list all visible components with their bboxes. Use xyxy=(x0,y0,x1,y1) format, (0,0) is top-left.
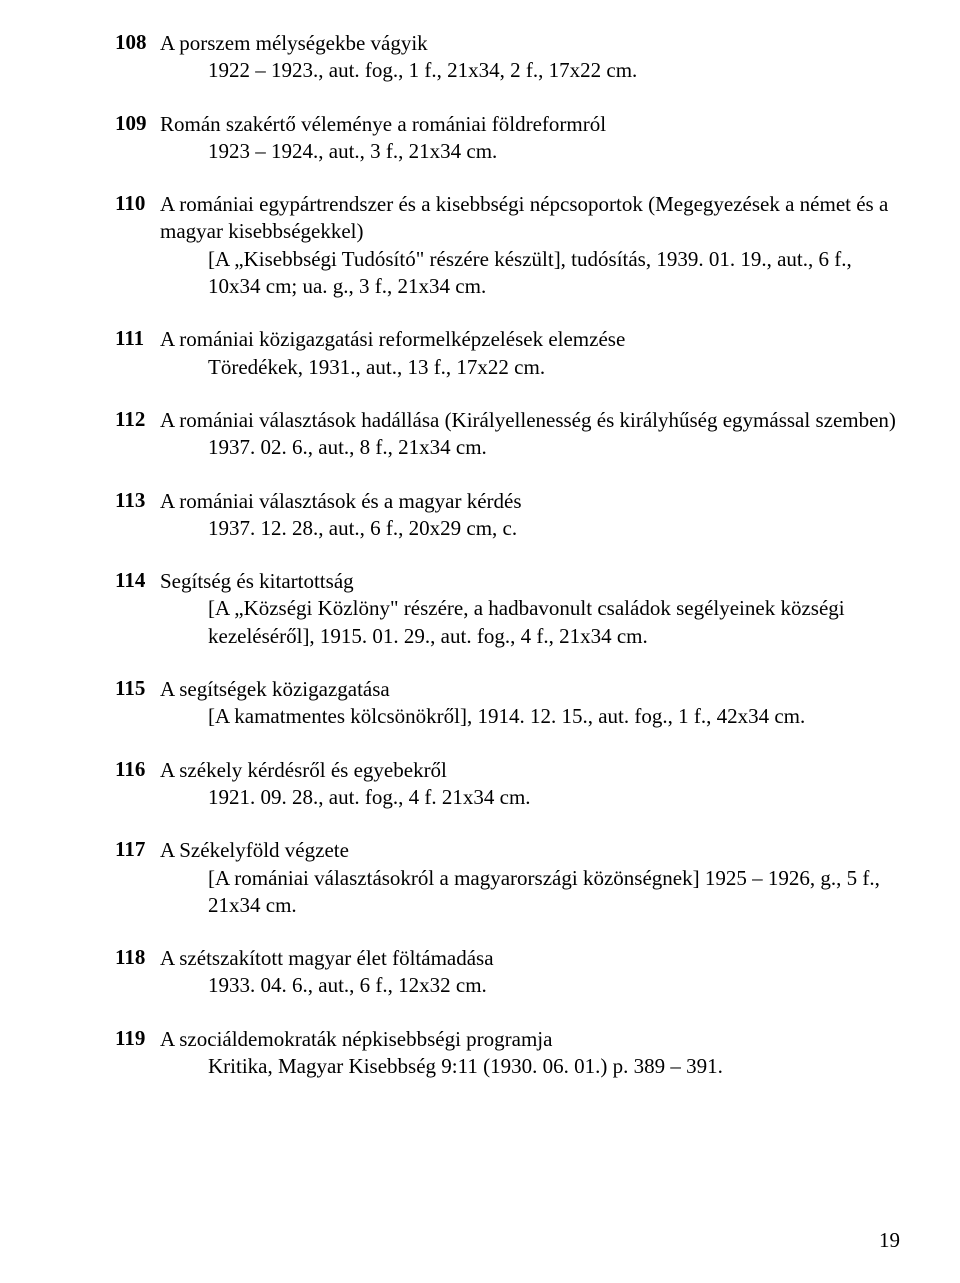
entry-detail: 1933. 04. 6., aut., 6 f., 12x32 cm. xyxy=(208,972,900,999)
entry-body: A romániai választások hadállása (Király… xyxy=(160,407,900,462)
entry-body: A segítségek közigazgatása[A kamatmentes… xyxy=(160,676,900,731)
entry-detail: [A kamatmentes kölcsönökről], 1914. 12. … xyxy=(208,703,900,730)
entry-number: 108 xyxy=(115,30,160,55)
bibliography-entry: 109Román szakértő véleménye a romániai f… xyxy=(115,111,900,166)
entry-detail: [A „Kisebbségi Tudósító" részére készült… xyxy=(208,246,900,301)
entry-number: 119 xyxy=(115,1026,160,1051)
entry-body: A székely kérdésről és egyebekről1921. 0… xyxy=(160,757,900,812)
entry-title: A romániai közigazgatási reformelképzelé… xyxy=(160,326,900,353)
entry-number: 118 xyxy=(115,945,160,970)
entry-number: 111 xyxy=(115,326,160,351)
entry-detail: 1923 – 1924., aut., 3 f., 21x34 cm. xyxy=(208,138,900,165)
bibliography-entry: 117A Székelyföld végzete[A romániai vála… xyxy=(115,837,900,919)
page-number: 19 xyxy=(879,1228,900,1253)
entry-body: A romániai közigazgatási reformelképzelé… xyxy=(160,326,900,381)
entry-body: A Székelyföld végzete[A romániai választ… xyxy=(160,837,900,919)
entry-detail: 1922 – 1923., aut. fog., 1 f., 21x34, 2 … xyxy=(208,57,900,84)
entry-detail: 1937. 02. 6., aut., 8 f., 21x34 cm. xyxy=(208,434,900,461)
bibliography-entry: 115A segítségek közigazgatása[A kamatmen… xyxy=(115,676,900,731)
entry-number: 114 xyxy=(115,568,160,593)
entry-number: 109 xyxy=(115,111,160,136)
entry-number: 110 xyxy=(115,191,160,216)
bibliography-entry: 116A székely kérdésről és egyebekről1921… xyxy=(115,757,900,812)
entry-body: A romániai egypártrendszer és a kisebbsé… xyxy=(160,191,900,300)
entry-title: A romániai egypártrendszer és a kisebbsé… xyxy=(160,191,900,246)
entry-number: 116 xyxy=(115,757,160,782)
entry-number: 112 xyxy=(115,407,160,432)
bibliography-entry: 110A romániai egypártrendszer és a kiseb… xyxy=(115,191,900,300)
entry-number: 115 xyxy=(115,676,160,701)
entry-body: A porszem mélységekbe vágyik1922 – 1923.… xyxy=(160,30,900,85)
entry-title: A szociáldemokraták népkisebbségi progra… xyxy=(160,1026,900,1053)
entry-body: A romániai választások és a magyar kérdé… xyxy=(160,488,900,543)
bibliography-entry: 118A szétszakított magyar élet föltámadá… xyxy=(115,945,900,1000)
entry-title: Román szakértő véleménye a romániai föld… xyxy=(160,111,900,138)
bibliography-entry: 112A romániai választások hadállása (Kir… xyxy=(115,407,900,462)
entry-body: Román szakértő véleménye a romániai föld… xyxy=(160,111,900,166)
entry-title: A romániai választások és a magyar kérdé… xyxy=(160,488,900,515)
entry-detail: Töredékek, 1931., aut., 13 f., 17x22 cm. xyxy=(208,354,900,381)
entry-detail: Kritika, Magyar Kisebbség 9:11 (1930. 06… xyxy=(208,1053,900,1080)
entry-detail: [A „Községi Közlöny" részére, a hadbavon… xyxy=(208,595,900,650)
entry-number: 113 xyxy=(115,488,160,513)
entry-title: A romániai választások hadállása (Király… xyxy=(160,407,900,434)
entry-title: A székely kérdésről és egyebekről xyxy=(160,757,900,784)
entry-detail: 1921. 09. 28., aut. fog., 4 f. 21x34 cm. xyxy=(208,784,900,811)
entry-title: A porszem mélységekbe vágyik xyxy=(160,30,900,57)
bibliography-entry: 114Segítség és kitartottság[A „Községi K… xyxy=(115,568,900,650)
entry-number: 117 xyxy=(115,837,160,862)
bibliography-entry: 119A szociáldemokraták népkisebbségi pro… xyxy=(115,1026,900,1081)
entry-body: Segítség és kitartottság[A „Községi Közl… xyxy=(160,568,900,650)
entry-detail: 1937. 12. 28., aut., 6 f., 20x29 cm, c. xyxy=(208,515,900,542)
entry-body: A szociáldemokraták népkisebbségi progra… xyxy=(160,1026,900,1081)
bibliography-entry: 108A porszem mélységekbe vágyik1922 – 19… xyxy=(115,30,900,85)
bibliography-entry: 113A romániai választások és a magyar ké… xyxy=(115,488,900,543)
entry-title: A szétszakított magyar élet föltámadása xyxy=(160,945,900,972)
entry-title: A segítségek közigazgatása xyxy=(160,676,900,703)
bibliography-entry: 111A romániai közigazgatási reformelképz… xyxy=(115,326,900,381)
entry-detail: [A romániai választásokról a magyarorszá… xyxy=(208,865,900,920)
bibliography-list: 108A porszem mélységekbe vágyik1922 – 19… xyxy=(115,30,900,1080)
entry-body: A szétszakított magyar élet föltámadása1… xyxy=(160,945,900,1000)
entry-title: Segítség és kitartottság xyxy=(160,568,900,595)
entry-title: A Székelyföld végzete xyxy=(160,837,900,864)
